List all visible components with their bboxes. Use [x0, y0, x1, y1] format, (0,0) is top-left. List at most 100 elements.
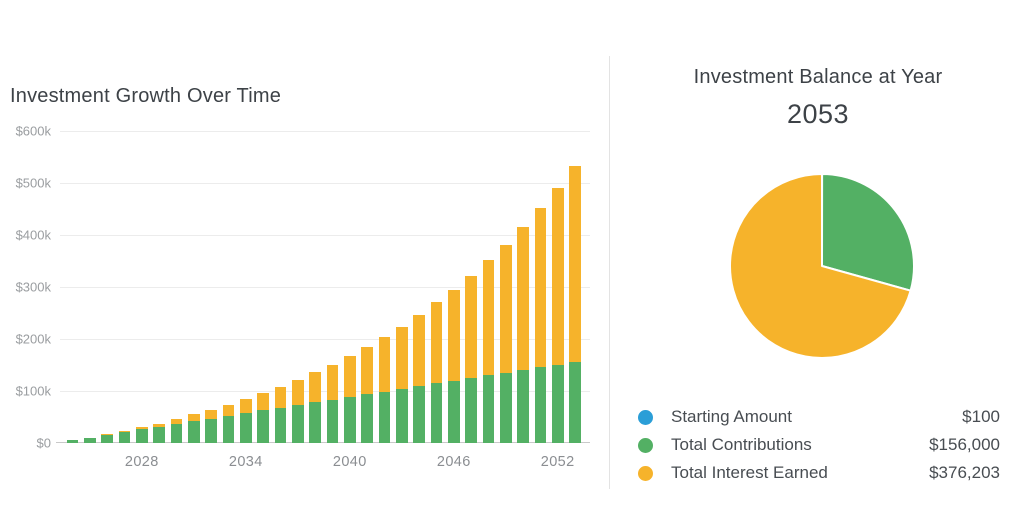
- pie-legend: Starting Amount $100 Total Contributions $1…: [638, 403, 1000, 487]
- legend-row-starting-amount: Starting Amount $100: [638, 403, 1000, 431]
- legend-label: Total Interest Earned: [671, 463, 828, 482]
- bar-2040: [344, 356, 356, 443]
- interest-segment: [465, 276, 477, 378]
- contribution-segment: [396, 389, 408, 443]
- bar-2034: [240, 399, 252, 443]
- legend-label: Total Contributions: [671, 435, 812, 454]
- gridline: [60, 391, 590, 392]
- contribution-segment: [361, 394, 373, 443]
- contribution-segment: [274, 408, 287, 443]
- contribution-segment: [153, 427, 165, 443]
- contribution-segment: [448, 381, 460, 443]
- contribution-segment: [326, 400, 339, 443]
- x-axis-label: 2028: [124, 454, 159, 470]
- interest-segment: [136, 427, 148, 429]
- bar-2047: [465, 276, 477, 443]
- balance-title: Investment Balance at Year: [693, 66, 943, 88]
- x-axis-label: 2040: [332, 454, 367, 470]
- legend-row-total-contributions: Total Contributions $156,000: [638, 431, 1000, 459]
- bar-2052: [552, 188, 564, 443]
- bar-2028: [136, 427, 148, 443]
- bar-2024: [66, 440, 79, 443]
- legend-row-total-interest-earned: Total Interest Earned $376,203: [638, 459, 1000, 487]
- bar-2037: [292, 380, 304, 443]
- contribution-segment: [344, 397, 356, 443]
- interest-segment: [569, 166, 581, 362]
- gridline: [60, 183, 590, 184]
- interest-segment: [448, 290, 460, 381]
- interest-segment: [240, 399, 252, 413]
- gridline: [60, 287, 590, 288]
- contribution-segment: [552, 365, 564, 443]
- contribution-segment: [309, 402, 321, 443]
- bar-2038: [309, 372, 321, 443]
- interest-segment: [413, 315, 425, 386]
- legend-value: $156,000: [929, 435, 1000, 454]
- bar-2030: [170, 419, 183, 443]
- starting-amount-dot-icon: [638, 409, 653, 425]
- interest-segment: [396, 327, 408, 389]
- gridline: [60, 131, 590, 132]
- y-axis-label: $300k: [15, 279, 51, 295]
- balance-pie-chart: [729, 173, 915, 359]
- contribution-segment: [222, 416, 235, 443]
- y-axis-label: $200k: [15, 331, 51, 347]
- bar-2043: [396, 327, 408, 443]
- contribution-segment: [205, 419, 217, 443]
- bar-2046: [448, 290, 460, 443]
- contribution-segment: [170, 424, 183, 443]
- y-axis-label: $500k: [15, 175, 51, 191]
- bar-2032: [205, 410, 217, 443]
- bar-2029: [153, 424, 165, 443]
- contribution-segment: [66, 440, 79, 443]
- balance-panel: Investment Balance at Year 2053 Starting…: [612, 0, 1024, 505]
- pie-slice-total-contributions: [821, 173, 915, 292]
- legend-value: $100: [962, 407, 1000, 426]
- interest-segment: [361, 347, 373, 394]
- contribution-segment: [292, 405, 304, 443]
- contribution-segment: [240, 413, 252, 443]
- interest-segment: [326, 365, 339, 400]
- panel-divider: [609, 56, 610, 489]
- interest-segment: [500, 245, 512, 373]
- legend-value: $376,203: [929, 463, 1000, 482]
- interest-segment: [482, 260, 495, 375]
- bar-2042: [378, 337, 391, 443]
- interest-segment: [153, 424, 165, 427]
- bar-2026: [101, 434, 113, 443]
- balance-year: 2053: [786, 99, 850, 129]
- interest-segment: [517, 227, 529, 370]
- x-axis-label: 2034: [228, 454, 263, 470]
- bar-2031: [188, 414, 200, 443]
- interest-segment: [344, 356, 356, 397]
- contribution-segment: [257, 410, 269, 443]
- contribution-segment: [482, 375, 495, 443]
- contribution-segment: [84, 438, 96, 443]
- bar-2039: [326, 365, 339, 443]
- interest-segment: [188, 414, 200, 421]
- bar-plot: $0 $100k $200k $300k $400k $500k $600k 2028 2034…: [16, 124, 590, 470]
- y-axis-label: $400k: [15, 227, 51, 243]
- y-axis-label: $600k: [15, 123, 51, 139]
- interest-segment: [118, 431, 131, 432]
- growth-chart-panel: Investment Growth Over Time $0 $100k $200k…: [10, 85, 590, 470]
- total-contributions-dot-icon: [638, 437, 653, 453]
- contribution-segment: [500, 373, 512, 443]
- interest-segment: [430, 302, 443, 383]
- bar-2049: [500, 245, 512, 443]
- x-axis-line: [56, 442, 590, 443]
- bar-2041: [361, 347, 373, 443]
- interest-segment: [552, 188, 564, 365]
- gridline: [60, 339, 590, 340]
- contribution-segment: [569, 362, 581, 443]
- y-axis-label: $100k: [15, 383, 51, 399]
- interest-segment: [309, 372, 321, 402]
- interest-segment: [222, 405, 235, 416]
- bar-2053: [569, 166, 581, 443]
- contribution-segment: [378, 392, 391, 443]
- contribution-segment: [430, 383, 443, 443]
- interest-segment: [101, 434, 113, 435]
- interest-segment: [292, 380, 304, 405]
- interest-segment: [205, 410, 217, 419]
